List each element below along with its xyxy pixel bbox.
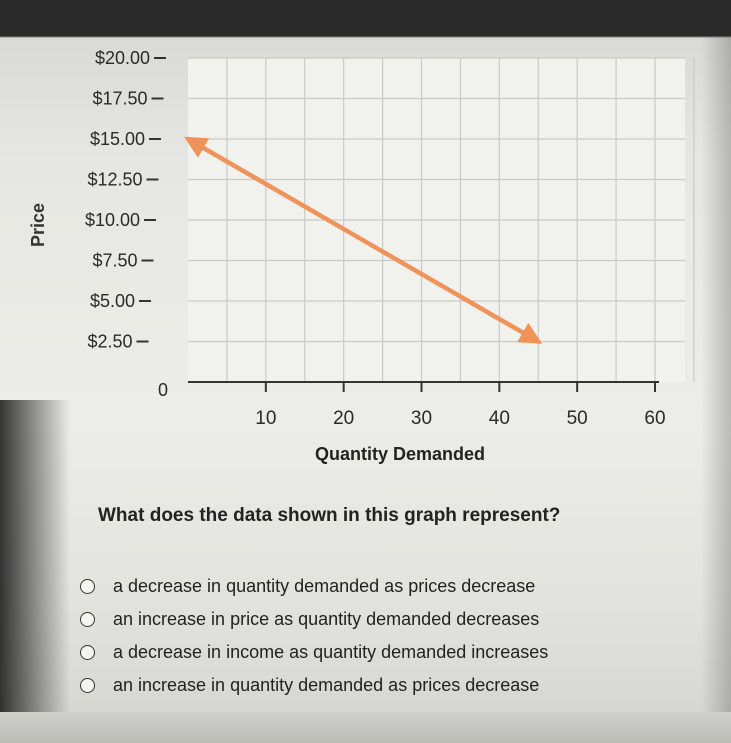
- photo-shadow-left: [0, 400, 70, 743]
- y-tick-label: $15.00: [90, 129, 145, 149]
- y-tick-label: $7.50: [92, 251, 137, 271]
- y-tick-label: $17.50: [92, 89, 147, 109]
- y-tick-label: $10.00: [85, 210, 140, 230]
- photo-shadow-right: [701, 36, 731, 743]
- y-axis-label: Price: [28, 203, 48, 247]
- y-axis-ticks: $2.50 $5.00 $7.50 $10.00 $12.50 $15.00 $17.50 $…: [85, 48, 168, 400]
- answer-option-3[interactable]: a decrease in income as quantity demande…: [80, 636, 700, 669]
- y-tick-label: $5.00: [90, 291, 135, 311]
- question-text: What does the data shown in this graph r…: [98, 505, 561, 526]
- answer-option-4[interactable]: an increase in quantity demanded as pric…: [80, 669, 700, 702]
- answer-option-label: a decrease in income as quantity demande…: [113, 642, 549, 662]
- x-axis-label: Quantity Demanded: [315, 444, 485, 464]
- answer-option-label: a decrease in quantity demanded as price…: [113, 576, 536, 596]
- radio-button[interactable]: [80, 612, 95, 627]
- radio-button[interactable]: [80, 579, 95, 594]
- answer-options: a decrease in quantity demanded as price…: [80, 570, 700, 702]
- y-tick-label: $12.50: [87, 170, 142, 190]
- y-tick-label: $2.50: [87, 332, 132, 352]
- radio-button[interactable]: [80, 678, 95, 693]
- answer-option-label: an increase in quantity demanded as pric…: [113, 675, 540, 695]
- origin-label: 0: [158, 380, 168, 400]
- chart-series: [184, 136, 543, 344]
- x-tick-label: 30: [411, 408, 432, 429]
- answer-option-label: an increase in price as quantity demande…: [113, 609, 540, 629]
- bottom-edge: [0, 712, 731, 743]
- answer-option-2[interactable]: an increase in price as quantity demande…: [80, 603, 700, 636]
- demand-line: [184, 136, 543, 344]
- radio-button[interactable]: [80, 645, 95, 660]
- x-tick-label: 40: [489, 408, 510, 429]
- x-tick-label: 60: [644, 408, 665, 429]
- answer-option-1[interactable]: a decrease in quantity demanded as price…: [80, 570, 700, 603]
- y-tick-label: $20.00: [95, 48, 150, 68]
- x-axis-ticks: 10 20 30 40 50 60: [255, 382, 666, 429]
- chart-grid: [188, 57, 695, 382]
- x-tick-label: 50: [567, 408, 588, 429]
- x-tick-label: 20: [333, 408, 354, 429]
- demand-chart: $2.50 $5.00 $7.50 $10.00 $12.50 $15.00 $17.50 $…: [28, 48, 695, 464]
- x-tick-label: 10: [255, 408, 276, 429]
